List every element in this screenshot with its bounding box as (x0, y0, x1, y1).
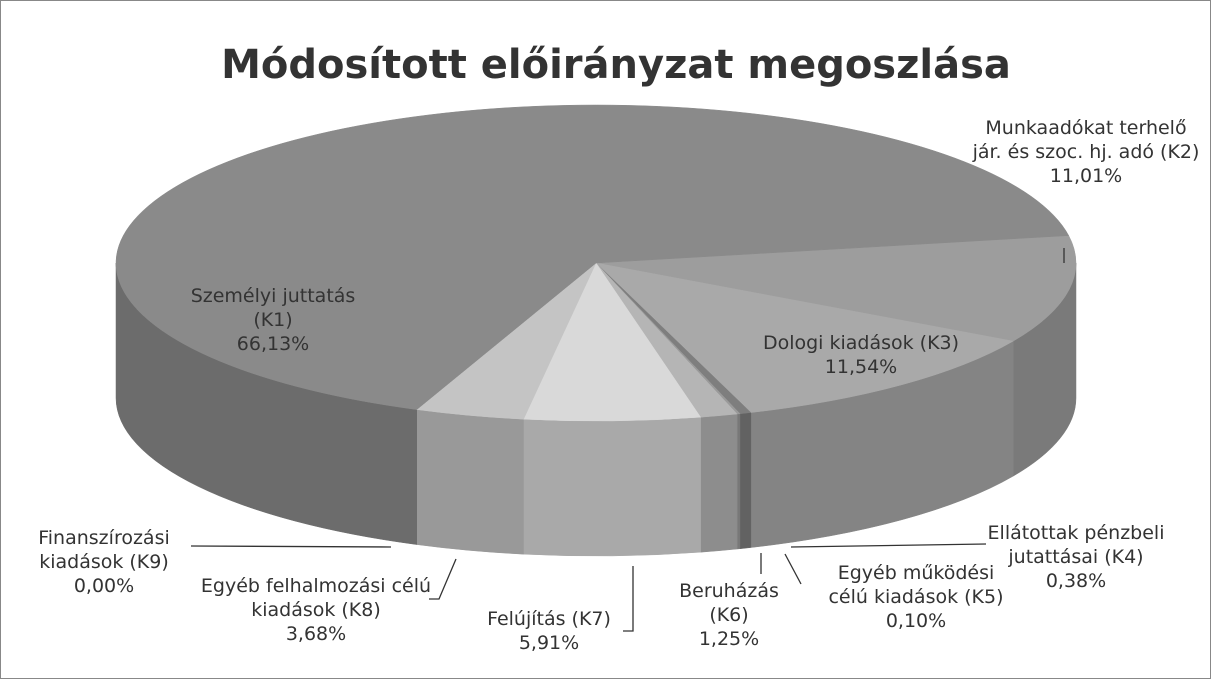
slice (115, 104, 1070, 410)
leader-line (429, 558, 457, 600)
label-value: 1,25% (698, 628, 760, 650)
slice-side (739, 412, 752, 550)
label-name: Beruházás (K6) (679, 580, 779, 626)
slice-side (700, 413, 738, 553)
label-name: Munkaadókat terhelő jár. és szoc. hj. ad… (972, 117, 1200, 163)
label-value: 3,68% (285, 623, 347, 645)
label-name: Egyéb felhalmozási célú kiadások (K8) (200, 575, 432, 621)
slice-side (523, 416, 701, 557)
leader-line (190, 545, 392, 548)
label-value: 0,00% (73, 575, 135, 597)
label-name: Felújítás (K7) (487, 608, 611, 630)
data-label: Dologi kiadások (K3) 11,54% (731, 331, 991, 379)
label-name: Ellátottak pénzbeli jutattásai (K4) (987, 522, 1165, 568)
side-faces (115, 262, 1077, 557)
label-name: Személyi juttatás (K1) (190, 285, 356, 331)
label-name: Dologi kiadások (K3) (762, 332, 960, 354)
data-label: Ellátottak pénzbeli jutattásai (K4) 0,38% (961, 521, 1191, 593)
data-label: Felújítás (K7) 5,91% (459, 607, 639, 655)
leader-line (784, 553, 802, 585)
slice (523, 262, 702, 422)
label-value: 0,38% (1045, 570, 1107, 592)
data-label: Beruházás (K6) 1,25% (669, 579, 789, 651)
data-label: Egyéb működési célú kiadások (K5) 0,10% (816, 561, 1016, 633)
leader-line (790, 543, 987, 548)
slice-side (736, 413, 741, 550)
slice (595, 235, 1077, 342)
slice-side (416, 409, 524, 555)
top-faces (115, 104, 1077, 422)
label-value: 5,91% (518, 632, 580, 654)
leader-line (623, 566, 634, 632)
data-label: Munkaadókat terhelő jár. és szoc. hj. ad… (971, 116, 1201, 188)
chart-title: Módosított előirányzat megoszlása (221, 42, 1011, 88)
label-value: 66,13% (236, 333, 310, 355)
data-label: Személyi juttatás (K1) 66,13% (173, 284, 373, 356)
data-label: Egyéb felhalmozási célú kiadások (K8) 3,6… (191, 574, 441, 646)
label-name: Egyéb működési célú kiadások (K5) (828, 562, 1004, 608)
label-value: 0,10% (885, 610, 947, 632)
data-label: Finanszírozási kiadások (K9) 0,00% (9, 526, 199, 598)
label-value: 11,01% (1049, 165, 1123, 187)
label-value: 11,54% (824, 356, 898, 378)
label-name: Finanszírozási kiadások (K9) (38, 527, 170, 573)
slice (595, 262, 1014, 413)
